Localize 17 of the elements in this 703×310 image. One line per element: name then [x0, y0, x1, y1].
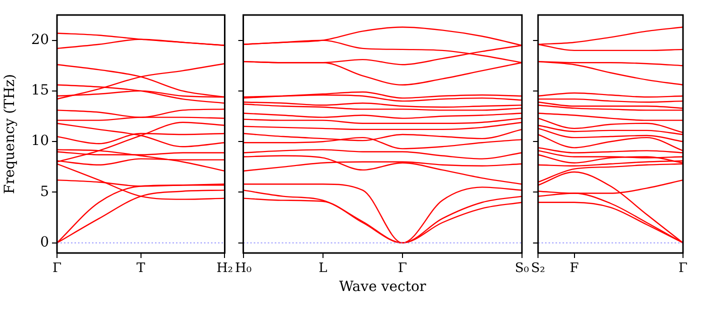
x-tick-label: Γ	[52, 261, 62, 276]
x-axis-title: Wave vector	[339, 279, 426, 296]
y-tick-label: 10	[31, 133, 49, 150]
x-tick-label: S₂	[530, 261, 546, 276]
y-tick-label: 20	[31, 32, 49, 48]
x-tick-label: T	[136, 261, 146, 276]
x-tick-label: F	[570, 261, 579, 276]
y-axis-title: Frequency (THz)	[2, 74, 18, 194]
x-tick-label: Γ	[678, 261, 688, 276]
x-tick-label: L	[318, 261, 328, 276]
x-tick-label: S₀	[514, 261, 530, 276]
y-tick-label: 0	[40, 234, 49, 251]
y-tick-label: 15	[31, 82, 49, 99]
y-tick-label: 5	[40, 184, 49, 200]
x-tick-label: H₂	[216, 261, 234, 276]
x-tick-label: H₀	[234, 261, 252, 276]
x-tick-label: Γ	[398, 261, 408, 276]
